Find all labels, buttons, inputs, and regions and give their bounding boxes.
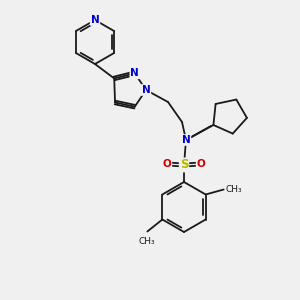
Text: O: O [196, 159, 206, 169]
Text: N: N [91, 15, 99, 25]
Text: O: O [163, 159, 171, 169]
Text: CH₃: CH₃ [138, 238, 155, 247]
Text: N: N [130, 68, 139, 78]
Text: N: N [142, 85, 150, 95]
Text: CH₃: CH₃ [226, 185, 242, 194]
Text: S: S [180, 158, 188, 172]
Text: N: N [182, 135, 190, 145]
